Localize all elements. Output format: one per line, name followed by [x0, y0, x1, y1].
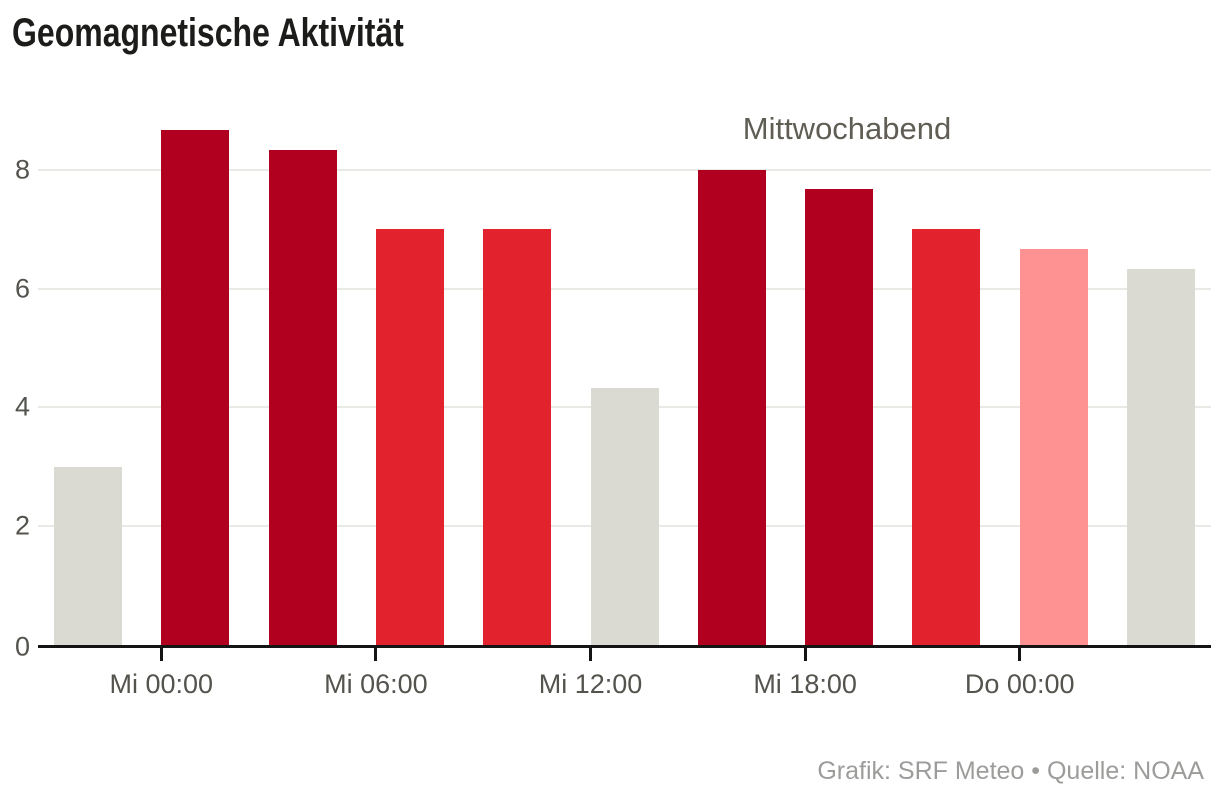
bar-10 [1127, 268, 1195, 645]
x-tick-0 [159, 646, 163, 661]
x-tick-2 [589, 646, 592, 661]
y-axis-label-8: 8 [14, 154, 30, 185]
x-axis-label-4: Do 00:00 [964, 669, 1075, 699]
y-axis-label-6: 6 [14, 273, 30, 304]
chart-title: Geomagnetische Aktivität [12, 11, 404, 55]
bar-2 [268, 150, 337, 645]
x-tick-4 [1018, 646, 1022, 661]
x-axis-line [38, 645, 1211, 648]
bar-9 [1019, 248, 1088, 645]
x-axis-label-0: Mi 00:00 [109, 669, 214, 699]
x-axis-label-3: Mi 18:00 [753, 669, 857, 699]
bar-4 [483, 229, 552, 645]
bar-7 [805, 189, 874, 645]
bar-8 [912, 229, 981, 645]
bar-6 [697, 169, 766, 645]
x-axis-label-1: Mi 06:00 [324, 669, 428, 699]
y-axis-label-2: 2 [14, 510, 30, 541]
source-credit: Grafik: SRF Meteo • Quelle: NOAA [817, 757, 1204, 785]
gridline-y-8 [38, 168, 1211, 171]
x-tick-3 [803, 646, 807, 661]
bar-0 [54, 466, 122, 645]
bar-5 [590, 387, 659, 645]
chart-annotation: Mittwochabend [742, 111, 952, 146]
y-axis-label-4: 4 [14, 391, 30, 422]
gridline-y-6 [38, 287, 1211, 290]
y-axis-label-0: 0 [14, 631, 30, 661]
x-axis-label-2: Mi 12:00 [538, 669, 643, 699]
bar-3 [375, 229, 444, 645]
x-tick-1 [374, 646, 378, 661]
bar-1 [161, 130, 230, 645]
